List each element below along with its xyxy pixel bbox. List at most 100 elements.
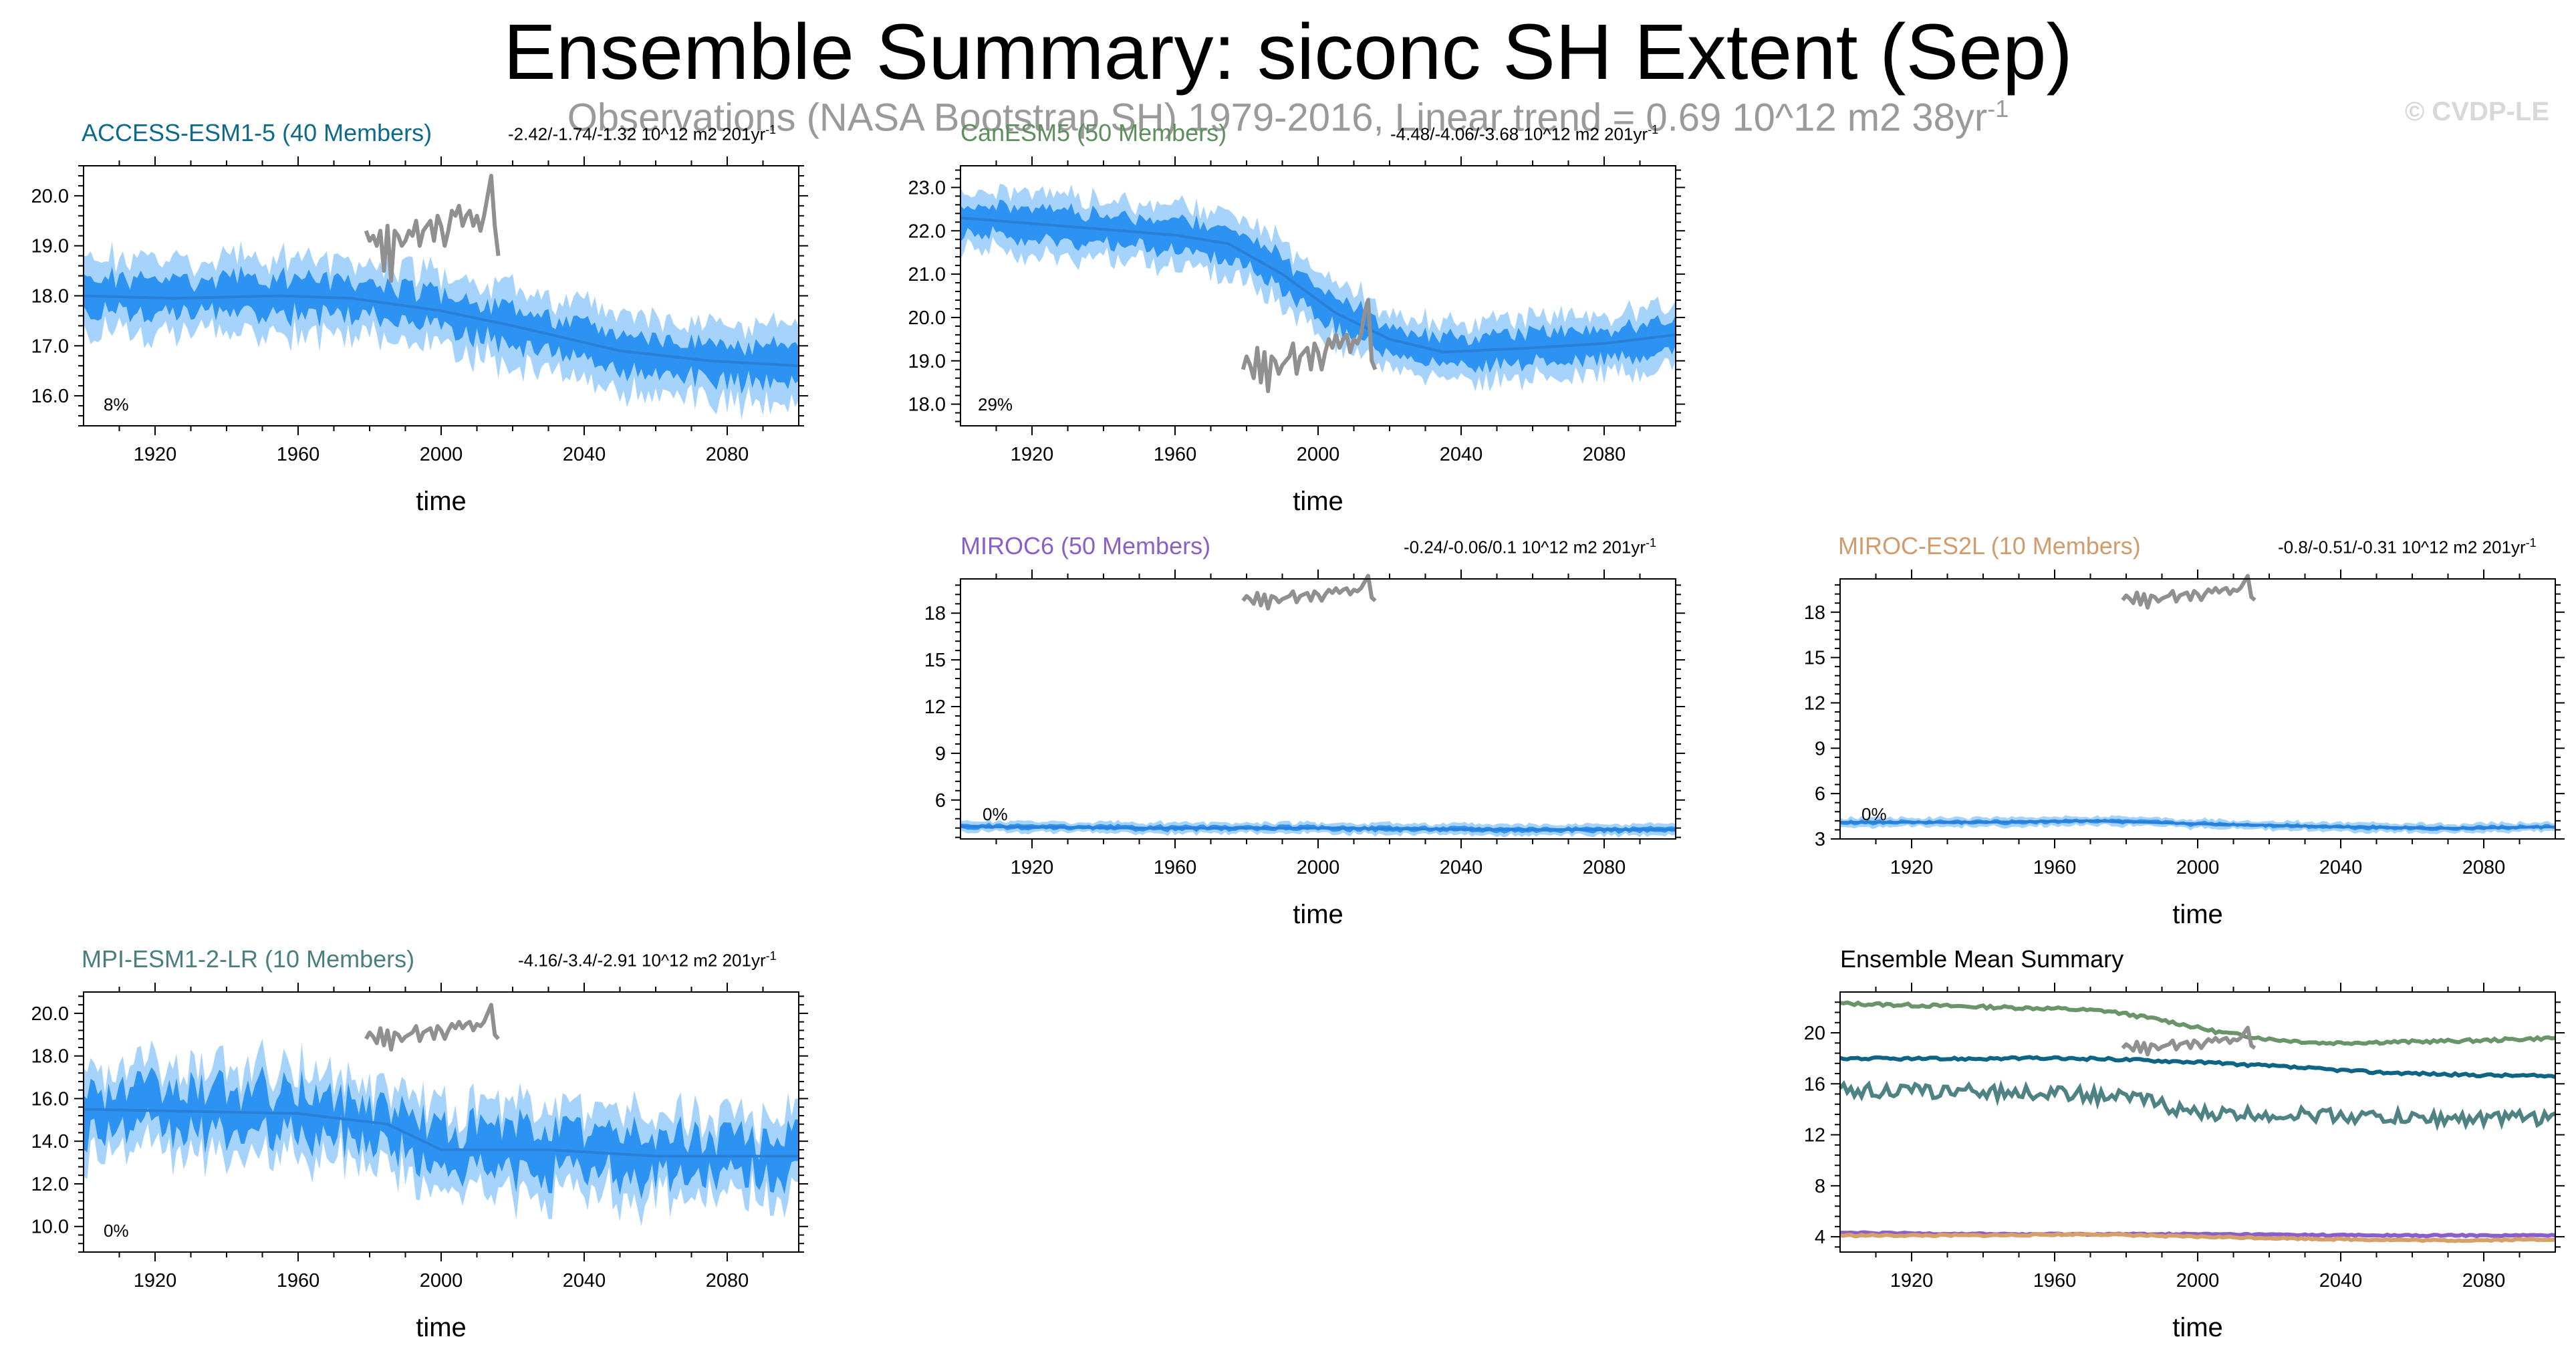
panel-title-access: ACCESS-ESM1-5 (40 Members) <box>82 119 432 146</box>
miroces2l-ytick-label-3: 12 <box>1804 693 1825 714</box>
canesm5-ytick-label-5: 23.0 <box>908 177 946 199</box>
miroces2l-ytick-label-0: 3 <box>1815 829 1825 850</box>
panel-trend-miroc6-exponent: -1 <box>1645 536 1656 549</box>
summary-xtick-label-2000: 2000 <box>2176 1270 2220 1291</box>
summary-xtick-label-2080: 2080 <box>2462 1270 2506 1291</box>
summary-xtick-label-1920: 1920 <box>1890 1270 1934 1291</box>
mpi-ytick-label-5: 20.0 <box>31 1003 69 1025</box>
xaxis-label-miroc6: time <box>1293 900 1343 929</box>
mpi-xtick-label-1920: 1920 <box>134 1270 177 1291</box>
miroc6-observations-line <box>1241 574 1377 611</box>
access-xtick-label-2000: 2000 <box>420 444 463 465</box>
miroces2l-ytick-label-2: 9 <box>1815 738 1825 759</box>
mpi-xtick-label-1960: 1960 <box>277 1270 320 1291</box>
summary-ytick-label-3: 16 <box>1804 1074 1825 1095</box>
miroc6-xtick-label-2000: 2000 <box>1297 857 1340 878</box>
xaxis-label-mpi: time <box>416 1313 467 1342</box>
miroces2l-xtick-label-2080: 2080 <box>2462 857 2506 878</box>
miroces2l-ytick-label-4: 15 <box>1804 648 1825 669</box>
panel-trend-miroces2l: -0.8/-0.51/-0.31 10^12 m2 201yr-1 <box>2278 536 2537 558</box>
observations-subtitle-exponent: -1 <box>1987 95 2009 122</box>
access-xtick-label-1960: 1960 <box>277 444 320 465</box>
mpi-ensemble-mean-line <box>83 1108 799 1158</box>
panel-title-mpi: MPI-ESM1-2-LR (10 Members) <box>82 945 415 973</box>
mpi-ytick-label-4: 18.0 <box>31 1046 69 1068</box>
canesm5-ytick-label-4: 22.0 <box>908 221 946 242</box>
access-ytick-label-3: 19.0 <box>31 236 69 257</box>
xaxis-label-summary: time <box>2172 1313 2223 1342</box>
miroces2l-ytick-label-5: 18 <box>1804 602 1825 624</box>
access-spread-inner-band <box>84 265 799 394</box>
miroces2l-xtick-label-1920: 1920 <box>1890 857 1934 878</box>
access-xtick-label-1920: 1920 <box>134 444 177 465</box>
mpi-observations-line <box>364 1003 500 1052</box>
panel-title-miroc6: MIROC6 (50 Members) <box>960 532 1211 560</box>
panel-trend-mpi-text: -4.16/-3.4/-2.91 10^12 m2 201yr <box>518 950 766 971</box>
summary-ytick-label-4: 20 <box>1804 1023 1825 1044</box>
panel-title-miroces2l: MIROC-ES2L (10 Members) <box>1838 532 2141 560</box>
miroc6-ensemble-mean-line <box>960 825 1676 832</box>
summary-ytick-label-0: 4 <box>1815 1227 1825 1248</box>
panel-pct-miroces2l: 0% <box>1861 804 1887 824</box>
miroc6-xtick-label-2080: 2080 <box>1583 857 1626 878</box>
summary-ytick-label-1: 8 <box>1815 1176 1825 1197</box>
canesm5-xtick-label-1920: 1920 <box>1011 444 1054 465</box>
summary-ytick-label-2: 12 <box>1804 1125 1825 1146</box>
panel-pct-access: 8% <box>104 394 129 414</box>
miroc6-xtick-label-1920: 1920 <box>1011 857 1054 878</box>
access-ytick-label-2: 18.0 <box>31 286 69 307</box>
mpi-xtick-label-2040: 2040 <box>563 1270 606 1291</box>
canesm5-ytick-label-3: 21.0 <box>908 264 946 285</box>
mpi-ytick-label-0: 10.0 <box>31 1217 69 1238</box>
access-observations-line <box>364 173 501 283</box>
miroces2l-xtick-label-1960: 1960 <box>2033 857 2077 878</box>
page-title: Ensemble Summary: siconc SH Extent (Sep) <box>503 8 2073 96</box>
miroces2l-xtick-label-2040: 2040 <box>2319 857 2363 878</box>
panel-pct-mpi: 0% <box>104 1221 129 1241</box>
observations-subtitle-text: Observations (NASA Bootstrap SH) 1979-20… <box>567 96 1988 140</box>
summary-plot-frame <box>1839 991 2556 1253</box>
canesm5-observations-line <box>1241 297 1378 394</box>
canesm5-xtick-label-2040: 2040 <box>1440 444 1483 465</box>
miroc6-ytick-label-0: 6 <box>935 790 946 812</box>
summary-xtick-label-2040: 2040 <box>2319 1270 2363 1291</box>
miroc6-ytick-label-3: 15 <box>924 650 946 671</box>
access-ytick-label-1: 17.0 <box>31 336 69 357</box>
summary-series-access-esm1-5 <box>1839 1055 2556 1079</box>
summary-series-mpi-esm1-2-lr <box>1838 1080 2557 1132</box>
panel-title-summary: Ensemble Mean Summary <box>1840 945 2124 973</box>
panel-trend-access-text: -2.42/-1.74/-1.32 10^12 m2 201yr <box>508 124 766 144</box>
mpi-ytick-label-2: 14.0 <box>31 1131 69 1152</box>
access-xtick-label-2040: 2040 <box>563 444 606 465</box>
panel-pct-canesm5: 29% <box>978 394 1013 414</box>
canesm5-xtick-label-2000: 2000 <box>1297 444 1340 465</box>
miroc6-xtick-label-2040: 2040 <box>1440 857 1483 878</box>
access-ytick-label-0: 16.0 <box>31 386 69 407</box>
summary-observations-line <box>2121 1025 2257 1057</box>
panel-trend-mpi: -4.16/-3.4/-2.91 10^12 m2 201yr-1 <box>518 949 777 971</box>
canesm5-spread-inner-band <box>960 199 1676 373</box>
panel-trend-canesm5-text: -4.48/-4.06/-3.68 10^12 m2 201yr <box>1390 124 1648 144</box>
summary-xtick-label-1960: 1960 <box>2033 1270 2077 1291</box>
canesm5-ensemble-mean-line <box>960 216 1676 354</box>
panel-trend-miroc6-text: -0.24/-0.06/0.1 10^12 m2 201yr <box>1404 537 1646 558</box>
xaxis-label-miroces2l: time <box>2172 900 2223 929</box>
canesm5-xtick-label-1960: 1960 <box>1154 444 1197 465</box>
panel-title-canesm5: CanESM5 (50 Members) <box>960 119 1227 146</box>
miroces2l-xtick-label-2000: 2000 <box>2176 857 2220 878</box>
miroc6-xtick-label-1960: 1960 <box>1154 857 1197 878</box>
canesm5-ytick-label-1: 19.0 <box>908 351 946 372</box>
summary-series-miroc-es2l <box>1839 1231 2556 1243</box>
cvdp-watermark: © CVDP-LE <box>2404 97 2549 126</box>
panel-trend-mpi-exponent: -1 <box>765 949 777 963</box>
panel-trend-canesm5: -4.48/-4.06/-3.68 10^12 m2 201yr-1 <box>1390 123 1658 145</box>
access-ytick-label-4: 20.0 <box>31 186 69 207</box>
miroc6-ytick-label-4: 18 <box>924 603 946 624</box>
panel-trend-miroc6: -0.24/-0.06/0.1 10^12 m2 201yr-1 <box>1404 536 1656 558</box>
panel-pct-miroc6: 0% <box>983 804 1008 824</box>
